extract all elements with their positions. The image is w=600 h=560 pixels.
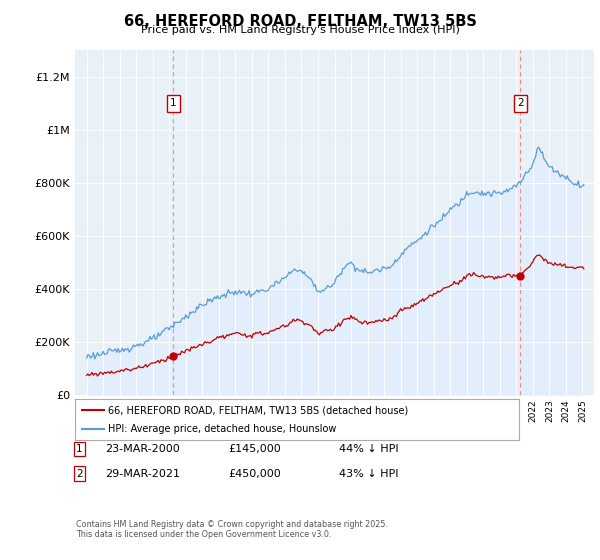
Text: Price paid vs. HM Land Registry's House Price Index (HPI): Price paid vs. HM Land Registry's House …	[140, 25, 460, 35]
Text: 66, HEREFORD ROAD, FELTHAM, TW13 5BS (detached house): 66, HEREFORD ROAD, FELTHAM, TW13 5BS (de…	[108, 405, 409, 415]
Text: 23-MAR-2000: 23-MAR-2000	[105, 444, 180, 454]
Text: Contains HM Land Registry data © Crown copyright and database right 2025.
This d: Contains HM Land Registry data © Crown c…	[76, 520, 388, 539]
Text: 66, HEREFORD ROAD, FELTHAM, TW13 5BS: 66, HEREFORD ROAD, FELTHAM, TW13 5BS	[124, 14, 476, 29]
Text: 29-MAR-2021: 29-MAR-2021	[105, 469, 180, 479]
Text: 1: 1	[170, 99, 176, 109]
Text: £145,000: £145,000	[228, 444, 281, 454]
Text: 2: 2	[517, 99, 524, 109]
Text: 43% ↓ HPI: 43% ↓ HPI	[339, 469, 398, 479]
Text: 2: 2	[76, 469, 83, 479]
Text: 1: 1	[76, 444, 83, 454]
Text: £450,000: £450,000	[228, 469, 281, 479]
Text: 44% ↓ HPI: 44% ↓ HPI	[339, 444, 398, 454]
Text: HPI: Average price, detached house, Hounslow: HPI: Average price, detached house, Houn…	[108, 424, 337, 433]
